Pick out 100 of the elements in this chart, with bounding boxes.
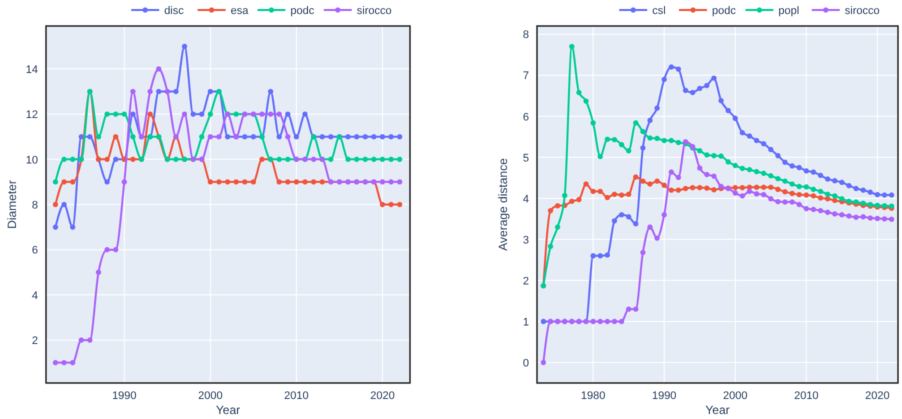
point [846, 182, 852, 188]
point [208, 111, 214, 117]
point [618, 212, 624, 218]
point [662, 76, 667, 82]
point [718, 98, 724, 104]
point [810, 193, 816, 199]
point [832, 211, 838, 217]
point [104, 111, 110, 117]
point [276, 179, 282, 185]
x-axis-title: Year [705, 403, 730, 417]
point [726, 108, 731, 114]
x-tick-label: 2010 [794, 390, 819, 402]
point [216, 134, 222, 140]
point [825, 192, 830, 197]
point [199, 134, 204, 140]
point [853, 214, 859, 220]
point [647, 135, 653, 141]
point [640, 178, 646, 184]
point [122, 179, 127, 185]
point [397, 134, 402, 140]
point [804, 168, 809, 174]
point [704, 185, 710, 191]
point [285, 111, 290, 117]
point [388, 156, 394, 162]
point [540, 360, 546, 366]
point [397, 179, 402, 185]
point [380, 179, 386, 185]
point [775, 186, 781, 192]
point [61, 360, 67, 366]
point [173, 156, 179, 162]
point [345, 134, 351, 140]
point [874, 216, 880, 222]
point [590, 120, 596, 126]
point [371, 134, 377, 140]
point [590, 318, 596, 324]
point [285, 156, 290, 162]
point [569, 198, 574, 204]
point [697, 86, 702, 92]
point [590, 188, 596, 194]
point [668, 138, 674, 144]
point [388, 202, 394, 208]
x-tick-label: 1990 [652, 390, 676, 402]
point [147, 88, 153, 94]
point [208, 179, 214, 185]
point [612, 218, 618, 224]
point [259, 111, 265, 117]
point [888, 192, 894, 198]
point [104, 179, 110, 185]
point [583, 98, 589, 104]
y-tick-label: 8 [32, 200, 38, 212]
point [130, 156, 136, 162]
point [668, 187, 674, 193]
point [654, 178, 660, 184]
y-tick-label: 2 [32, 335, 38, 348]
point [682, 88, 688, 94]
point [156, 66, 162, 72]
point [825, 210, 830, 215]
point [540, 318, 546, 324]
x-tick-label: 2020 [865, 390, 890, 402]
point [569, 44, 574, 50]
point [61, 179, 67, 185]
y-tick-label: 6 [32, 244, 38, 257]
point [320, 179, 325, 185]
point [775, 198, 781, 204]
point [839, 196, 845, 202]
point [768, 184, 774, 190]
y-tick-label: 4 [32, 290, 38, 302]
point [70, 360, 76, 366]
point [761, 141, 766, 146]
point [104, 247, 110, 252]
point [647, 224, 653, 230]
y-tick-label: 14 [26, 64, 38, 76]
point [87, 134, 93, 140]
point [173, 88, 179, 94]
point [711, 174, 717, 179]
point [832, 198, 838, 204]
point [633, 120, 638, 126]
point [839, 180, 845, 185]
point [604, 252, 610, 258]
point [746, 188, 752, 194]
point [754, 138, 760, 144]
x-tick-label: 2010 [284, 390, 309, 402]
point [612, 137, 618, 142]
point [259, 156, 265, 162]
legend-label: podc [290, 5, 315, 17]
point [697, 148, 702, 154]
point [662, 138, 667, 144]
point [590, 253, 596, 258]
point [78, 337, 84, 343]
point [768, 196, 774, 202]
point [676, 140, 682, 146]
point [633, 221, 638, 226]
point [789, 199, 795, 205]
point [804, 184, 809, 190]
point [354, 156, 360, 162]
point [380, 202, 386, 208]
point [704, 172, 710, 178]
point [612, 318, 618, 324]
point [52, 360, 58, 366]
point [224, 179, 230, 185]
